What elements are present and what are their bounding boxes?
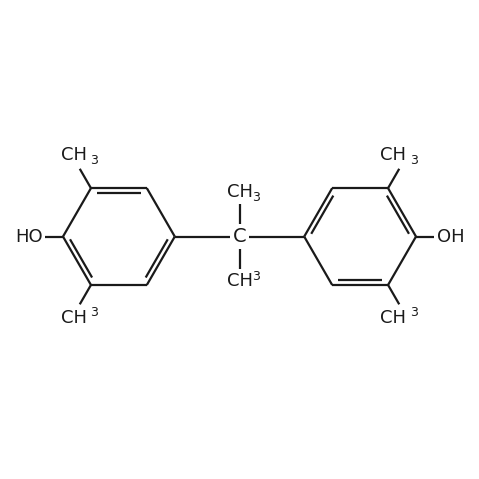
Text: 3: 3	[410, 154, 418, 167]
Text: CH: CH	[227, 182, 252, 201]
Text: CH: CH	[61, 146, 87, 164]
Text: 3: 3	[410, 306, 418, 319]
Text: 3: 3	[91, 306, 98, 319]
Text: CH: CH	[61, 309, 87, 327]
Text: 3: 3	[252, 270, 260, 283]
Text: CH: CH	[380, 146, 406, 164]
Text: C: C	[233, 227, 246, 246]
Text: 3: 3	[91, 154, 98, 167]
Text: OH: OH	[436, 228, 464, 246]
Text: CH: CH	[227, 273, 252, 290]
Text: HO: HO	[15, 228, 43, 246]
Text: CH: CH	[380, 309, 406, 327]
Text: 3: 3	[252, 191, 260, 204]
